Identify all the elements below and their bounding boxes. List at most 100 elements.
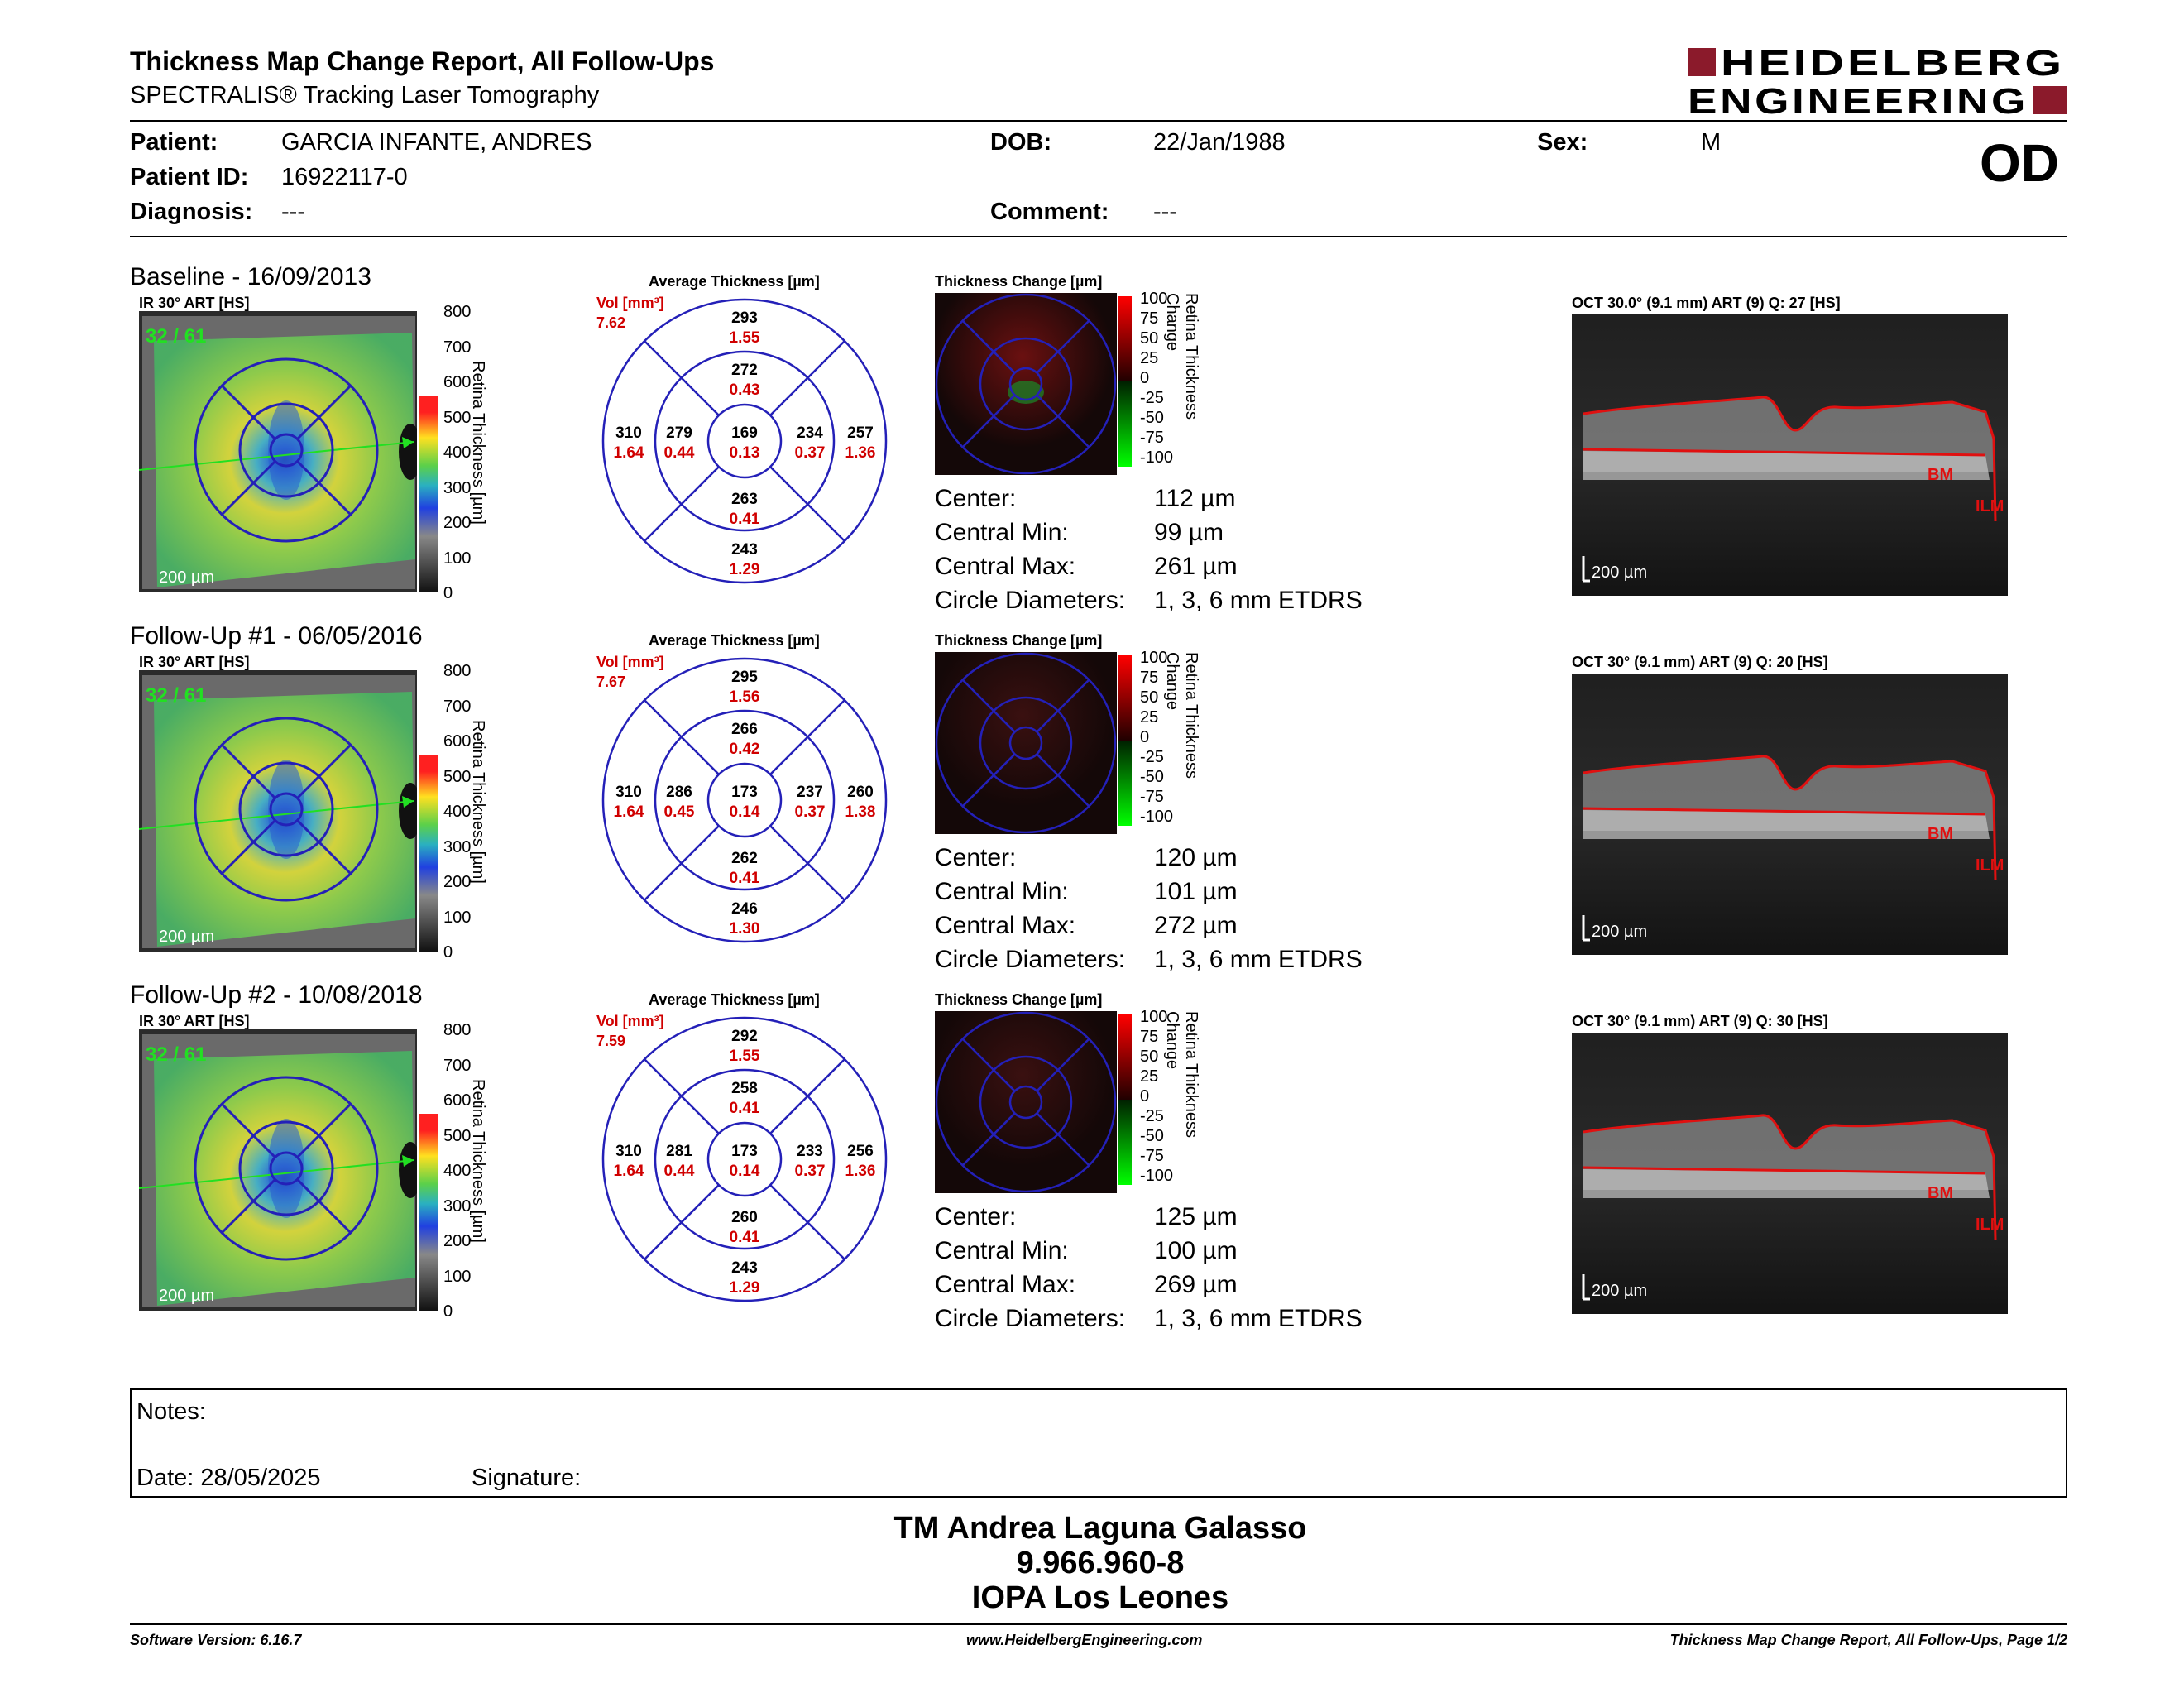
- grid-volume-inner-left: 0.45: [664, 803, 695, 821]
- thin-region: [268, 400, 304, 500]
- etdrs-spoke: [296, 743, 352, 799]
- bm-marker: BM: [1928, 466, 1953, 484]
- optic-disc: [399, 424, 422, 480]
- change-axis-label: Retina Thickness Change: [1163, 652, 1200, 779]
- change-axis-label: Retina Thickness Change: [1163, 1011, 1200, 1139]
- ir-thickness-map[interactable]: 32 / 61 200 µm: [138, 1029, 422, 1311]
- grid-thickness-center: 173: [731, 784, 758, 801]
- etdrs-spoke: [220, 1178, 276, 1235]
- change-ring: [935, 652, 1117, 834]
- etdrs-ring: [238, 761, 334, 857]
- grid-spoke: [644, 825, 720, 901]
- grid-thickness-inner-top: 266: [731, 721, 758, 738]
- bm-line: [1583, 448, 1986, 457]
- ilm-line: [1583, 1114, 1997, 1240]
- thickness-tick: 500: [443, 767, 472, 786]
- stat-value-circle-diameters: 1, 3, 6 mm ETDRS: [1154, 587, 1363, 614]
- grid-thickness-inner-top: 258: [731, 1080, 758, 1097]
- ilm-marker: ILM: [1976, 1216, 2004, 1234]
- grid-volume-outer-bottom: 1.29: [730, 561, 760, 578]
- stat-value-central-max: 269 µm: [1154, 1271, 1238, 1298]
- stat-label-center: Center:: [935, 485, 1017, 512]
- signatory-name: TM Andrea Laguna Galasso: [893, 1511, 1307, 1546]
- change-tick: -100: [1140, 1167, 1174, 1185]
- change-spoke: [961, 1038, 1016, 1092]
- etdrs-grid[interactable]: 173 0.14 258 0.41 260 0.41 281 0.44 233 0.37 292 1.…: [600, 1014, 889, 1304]
- change-spoke: [1036, 319, 1090, 374]
- change-tick: -25: [1140, 1107, 1164, 1125]
- thickness-change-map[interactable]: [935, 293, 1117, 475]
- change-spoke: [1036, 753, 1090, 808]
- quality-label: 32 / 61: [146, 684, 206, 707]
- thickness-change-map[interactable]: [935, 1011, 1117, 1193]
- thickness-color-bar: [419, 1029, 438, 1311]
- grid-volume-outer-right: 1.38: [845, 803, 876, 821]
- vol-label: Vol [mm³]: [596, 295, 664, 311]
- optic-disc: [399, 1142, 422, 1198]
- ir-label: IR 30° ART [HS]: [139, 295, 250, 311]
- change-tick: -75: [1140, 429, 1164, 447]
- grid-thickness-inner-bottom: 262: [731, 850, 758, 867]
- change-ring: [1008, 367, 1043, 401]
- grid-volume-inner-bottom: 0.41: [730, 870, 760, 887]
- grid-spoke: [769, 340, 845, 416]
- logo-square-bottom: [2033, 86, 2067, 114]
- stat-value-center: 125 µm: [1154, 1203, 1238, 1230]
- etdrs-ring: [238, 402, 334, 498]
- stat-value-central-min: 100 µm: [1154, 1237, 1238, 1264]
- grid-volume-outer-left: 1.64: [614, 444, 644, 462]
- grid-volume-inner-right: 0.37: [795, 1163, 826, 1180]
- grid-volume-outer-right: 1.36: [845, 1163, 876, 1180]
- patient-value: GARCIA INFANTE, ANDRES: [281, 129, 592, 156]
- website-link[interactable]: www.HeidelbergEngineering.com: [966, 1632, 1203, 1648]
- etdrs-spoke: [220, 743, 276, 799]
- stat-label-circle-diameters: Circle Diameters:: [935, 1305, 1126, 1332]
- thickness-tick: 0: [443, 943, 453, 961]
- stat-label-central-min: Central Min:: [935, 1237, 1069, 1264]
- notes-box[interactable]: Notes: Date: 28/05/2025 Signature:: [130, 1388, 2067, 1498]
- scan-arrow: [402, 1155, 414, 1167]
- change-spoke: [961, 394, 1016, 448]
- thickness-tick: 300: [443, 837, 472, 856]
- change-tick: 75: [1140, 309, 1159, 328]
- vol-total: 7.62: [596, 314, 626, 331]
- oct-scale-label: 200 µm: [1592, 923, 1647, 941]
- signature-label: Signature:: [472, 1465, 582, 1491]
- grid-volume-outer-top: 1.55: [730, 1048, 760, 1065]
- grid-thickness-center: 173: [731, 1143, 758, 1160]
- etdrs-grid[interactable]: 169 0.13 272 0.43 263 0.41 279 0.44 234 0.37 293 1.…: [600, 296, 889, 586]
- change-spoke: [961, 319, 1016, 374]
- grid-ring: [601, 298, 888, 584]
- change-tick: -50: [1140, 1127, 1164, 1145]
- oct-bscan[interactable]: BM ILM 200 µm: [1572, 1033, 2008, 1314]
- ir-thickness-map[interactable]: 32 / 61 200 µm: [138, 670, 422, 952]
- thickness-change-label: Thickness Change [µm]: [935, 632, 1103, 649]
- grid-thickness-inner-left: 281: [666, 1143, 692, 1160]
- grid-volume-center: 0.13: [730, 444, 760, 462]
- report-subtitle: SPECTRALIS® Tracking Laser Tomography: [130, 82, 600, 108]
- grid-volume-inner-top: 0.41: [730, 1100, 760, 1117]
- change-ring: [979, 337, 1073, 431]
- etdrs-spoke: [296, 384, 352, 440]
- oct-bscan[interactable]: BM ILM 200 µm: [1572, 674, 2008, 955]
- ir-thickness-map[interactable]: 32 / 61 200 µm: [138, 311, 422, 592]
- thickness-change-map[interactable]: [935, 652, 1117, 834]
- thickness-tick: 600: [443, 1091, 472, 1110]
- change-spoke: [1036, 1112, 1090, 1167]
- grid-volume-outer-top: 1.56: [730, 688, 760, 706]
- change-tick: -25: [1140, 748, 1164, 766]
- grid-volume-inner-top: 0.42: [730, 741, 760, 758]
- oct-bscan[interactable]: BM ILM 200 µm: [1572, 314, 2008, 596]
- ir-label: IR 30° ART [HS]: [139, 654, 250, 670]
- thickness-tick: 600: [443, 732, 472, 750]
- exam-title: Follow-Up #2 - 10/08/2018: [130, 981, 423, 1009]
- change-axis-label: Retina Thickness Change: [1163, 293, 1200, 420]
- oct-scale-label: 200 µm: [1592, 563, 1647, 582]
- grid-volume-outer-bottom: 1.29: [730, 1279, 760, 1297]
- grid-thickness-inner-right: 237: [797, 784, 823, 801]
- grid-thickness-outer-left: 310: [615, 1143, 642, 1160]
- grid-volume-inner-right: 0.37: [795, 444, 826, 462]
- etdrs-grid[interactable]: 173 0.14 266 0.42 262 0.41 286 0.45 237 0.37 295 1.…: [600, 655, 889, 945]
- change-tick: 50: [1140, 688, 1159, 707]
- grid-ring: [601, 657, 888, 943]
